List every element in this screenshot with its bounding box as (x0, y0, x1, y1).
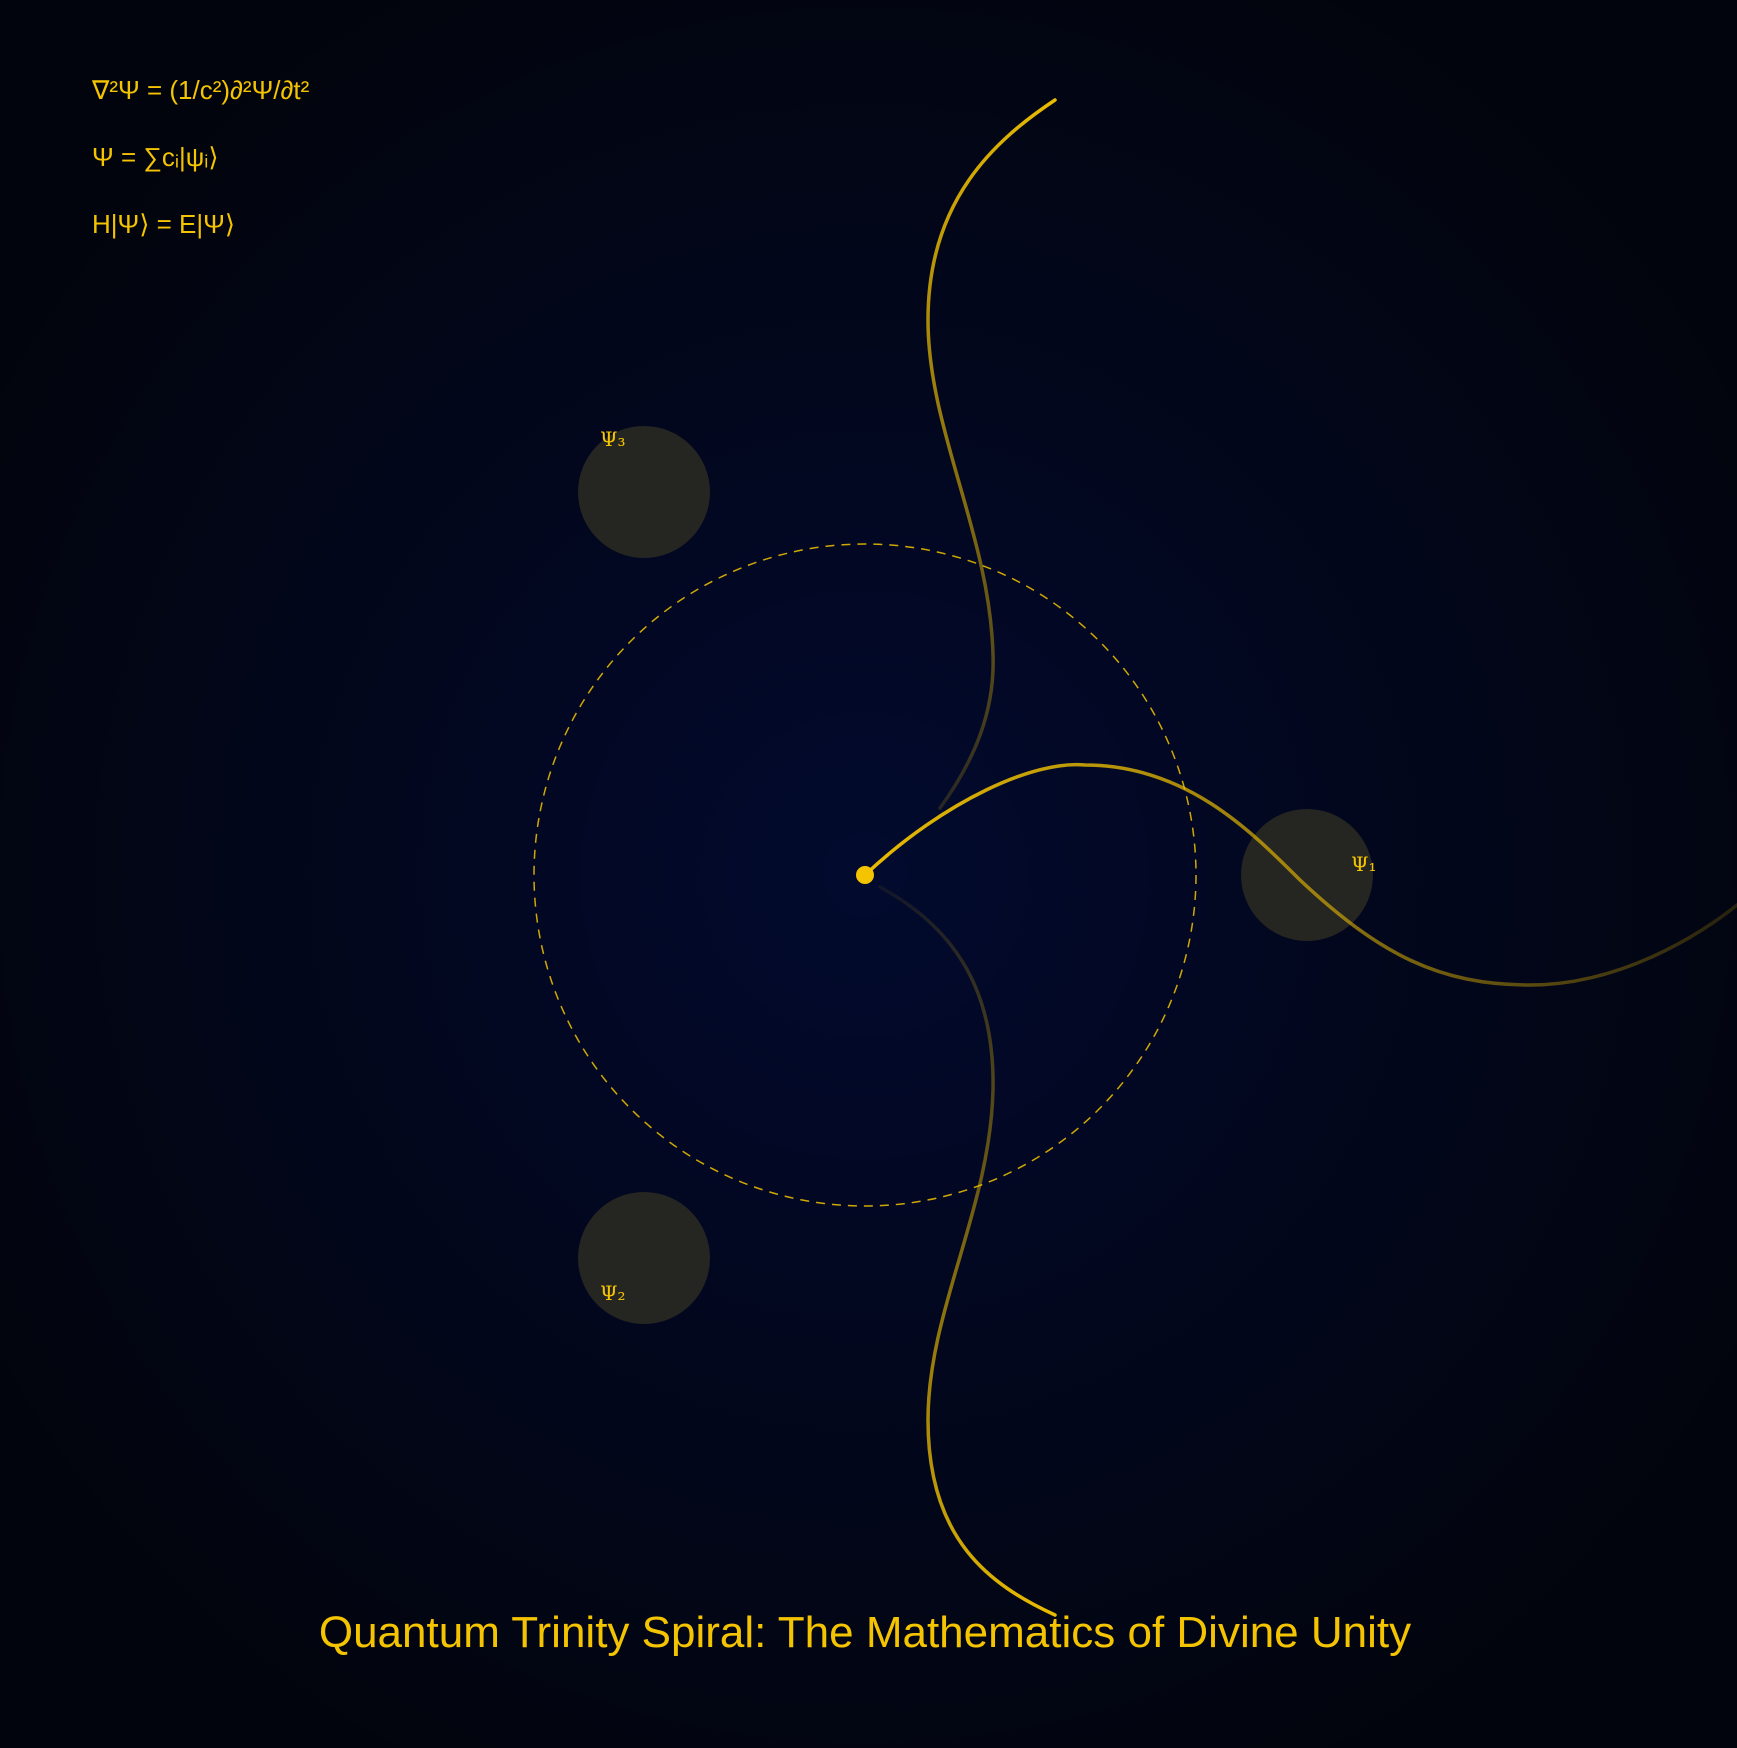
spiral-arm-2 (878, 885, 1057, 1617)
state-node-psi2 (578, 1192, 710, 1324)
state-label-psi3: Ψ₃ (600, 427, 626, 451)
equation-schrodinger: H|Ψ⟩ = E|Ψ⟩ (92, 209, 235, 239)
spiral-arm-3 (926, 98, 1057, 810)
spiral-arm-1 (863, 762, 1737, 987)
center-point (856, 866, 874, 884)
state-node-psi1 (1241, 809, 1373, 941)
state-label-psi2: Ψ₂ (600, 1281, 626, 1305)
equation-superposition: Ψ = ∑cᵢ|ψᵢ⟩ (92, 142, 219, 172)
diagram-title: Quantum Trinity Spiral: The Mathematics … (319, 1608, 1411, 1657)
unity-circle (533, 543, 1197, 1207)
equation-wave: ∇²Ψ = (1/c²)∂²Ψ/∂t² (91, 75, 310, 105)
state-label-psi1: Ψ₁ (1351, 852, 1377, 876)
state-node-psi3 (578, 426, 710, 558)
